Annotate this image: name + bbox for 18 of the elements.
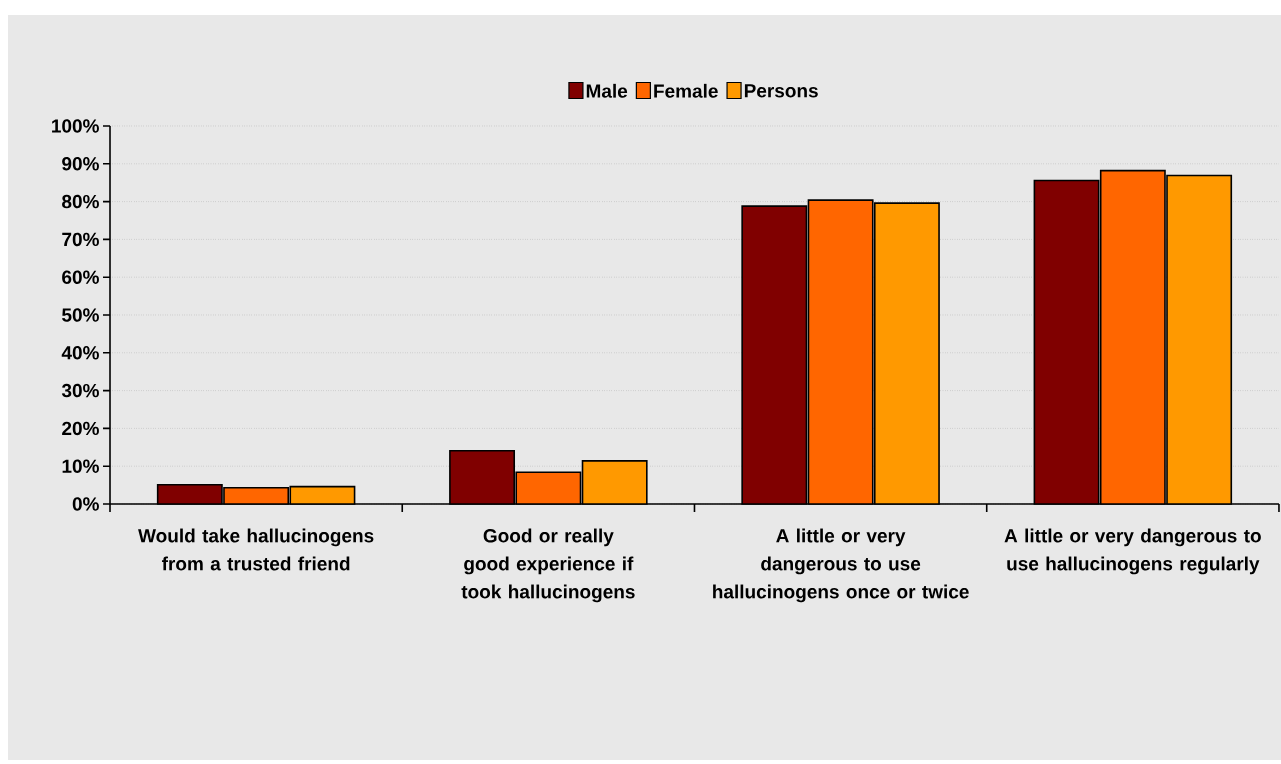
- y-tick-label: 70%: [62, 232, 99, 247]
- x-tick-label: Good or really good experience if took hallucinogens: [461, 528, 635, 603]
- y-tick-label: 40%: [61, 346, 99, 360]
- y-tick-label: 30%: [61, 383, 99, 398]
- y-tick-label: 20%: [62, 421, 99, 436]
- y-tick-label: 90%: [62, 157, 99, 171]
- y-tick-label: 60%: [62, 270, 99, 284]
- x-tick-label: A little or very dangerous to use hallucinogens once or twice: [713, 528, 969, 603]
- legend-label: Male: [586, 83, 628, 98]
- legend-label: Persons: [744, 84, 818, 98]
- x-tick-label: A little or very dangerous to use hallucinogens regularly: [1004, 528, 1261, 575]
- y-tick-label: 100%: [52, 119, 99, 133]
- x-tick-label: Would take hallucinogens from a trusted friend: [138, 528, 374, 571]
- y-tick-label: 0%: [72, 497, 99, 511]
- y-tick-label: 50%: [62, 308, 99, 322]
- legend-label: Female: [654, 83, 718, 98]
- y-tick-label: 80%: [62, 194, 99, 209]
- y-tick-label: 10%: [62, 459, 99, 473]
